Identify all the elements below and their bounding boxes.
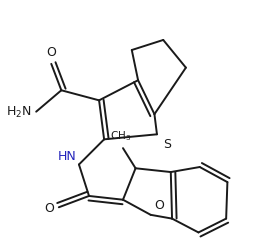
Text: O: O [46, 45, 56, 58]
Text: S: S [163, 137, 171, 150]
Text: O: O [44, 201, 54, 214]
Text: CH$_3$: CH$_3$ [110, 129, 131, 142]
Text: H$_2$N: H$_2$N [6, 105, 31, 120]
Text: HN: HN [58, 149, 76, 162]
Text: O: O [155, 198, 164, 211]
